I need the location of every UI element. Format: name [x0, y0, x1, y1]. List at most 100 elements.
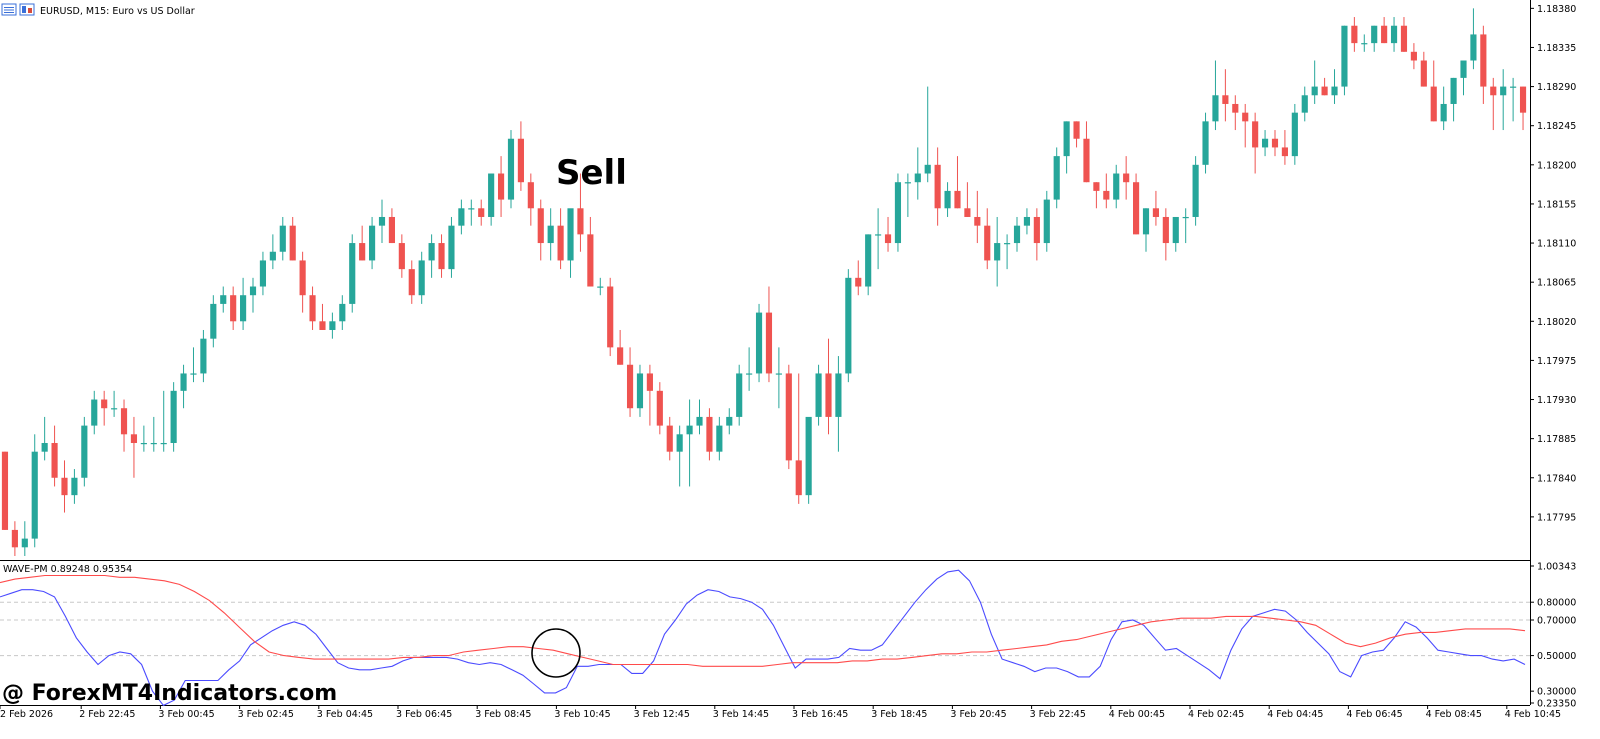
- candle-body: [279, 225, 286, 252]
- candle-body: [1142, 208, 1150, 235]
- candle-body: [140, 442, 147, 445]
- candle: [1420, 51, 1427, 87]
- time-tick-label: 3 Feb 20:45: [950, 709, 1006, 720]
- candle-body: [428, 243, 435, 261]
- time-tick-label: 2 Feb 22:45: [79, 709, 135, 720]
- candle: [567, 208, 574, 278]
- candle: [339, 295, 346, 330]
- candle: [527, 173, 534, 226]
- candle-body: [517, 138, 524, 183]
- candle-body: [190, 373, 197, 375]
- candle: [666, 416, 673, 461]
- candle: [1023, 208, 1031, 235]
- candle: [329, 312, 336, 339]
- candle: [200, 329, 207, 383]
- time-tick-label: 3 Feb 10:45: [554, 709, 610, 720]
- time-tick-label: 3 Feb 08:45: [475, 709, 531, 720]
- candle-body: [835, 373, 842, 417]
- candle: [1261, 130, 1269, 157]
- candle-body: [1420, 60, 1427, 87]
- candle: [369, 216, 376, 270]
- price-axis[interactable]: 1.18380 1.18335 1.18290 1.18245 1.18200 1.181…: [1530, 4, 1576, 524]
- candle-body: [329, 321, 336, 330]
- candle-body: [884, 234, 892, 244]
- candle: [875, 208, 882, 270]
- candle: [1162, 208, 1169, 261]
- candle: [944, 182, 951, 217]
- candle-body: [736, 373, 743, 417]
- candle: [805, 416, 812, 504]
- candle-body: [607, 286, 614, 348]
- candle-body: [309, 295, 316, 322]
- candle-body: [527, 182, 534, 209]
- candle: [845, 269, 852, 383]
- candle: [1133, 173, 1140, 235]
- candle-body: [1341, 25, 1348, 87]
- candle: [815, 364, 822, 426]
- candle: [1252, 112, 1259, 174]
- candle: [974, 190, 981, 244]
- candle: [220, 286, 227, 313]
- candle-body: [617, 347, 624, 365]
- candle-body: [478, 208, 485, 217]
- candle-body: [944, 190, 951, 209]
- price-tick-label: 1.18245: [1537, 121, 1576, 132]
- candle-body: [904, 182, 911, 184]
- candle-body: [1480, 34, 1487, 87]
- indicator-tick-label: 0.50000: [1537, 651, 1576, 662]
- candle-body: [1271, 138, 1279, 148]
- chart-window-icon[interactable]: [19, 3, 35, 16]
- candle: [289, 216, 296, 261]
- candle-body: [289, 225, 296, 261]
- candle: [170, 382, 177, 452]
- candle: [1073, 121, 1080, 148]
- candle-body: [200, 338, 207, 374]
- price-tick-label: 1.18065: [1537, 278, 1576, 289]
- candle: [359, 225, 366, 261]
- candle-body: [1222, 95, 1229, 104]
- candle-body: [924, 164, 931, 174]
- candle-body: [1500, 86, 1507, 96]
- time-tick-label: 3 Feb 04:45: [317, 709, 373, 720]
- main-chart-area[interactable]: [0, 0, 1530, 560]
- candle: [1291, 103, 1298, 165]
- candle-body: [577, 208, 584, 235]
- indicator-tick-label: 0.30000: [1537, 687, 1576, 698]
- candle: [488, 173, 495, 226]
- candle-body: [339, 303, 346, 322]
- candle: [1013, 216, 1021, 252]
- candle: [1232, 95, 1239, 131]
- candle: [11, 521, 18, 556]
- candle: [1123, 156, 1130, 200]
- candle-body: [1430, 86, 1437, 122]
- price-tick-label: 1.18110: [1537, 239, 1576, 250]
- candle-body: [1232, 103, 1239, 113]
- candle-body: [359, 243, 366, 261]
- candle-body: [1371, 25, 1378, 44]
- candle: [111, 390, 118, 417]
- candle: [1271, 130, 1279, 157]
- candle: [1113, 164, 1120, 209]
- candle-body: [696, 416, 703, 426]
- indicator-axis[interactable]: 1.00343 0.80000 0.70000 0.50000 0.300000.233…: [1530, 562, 1576, 710]
- time-axis[interactable]: 2 Feb 2026 2 Feb 22:45 3 Feb 00:45 3 Feb 02…: [0, 705, 1561, 720]
- candle-body: [934, 164, 941, 209]
- candle-body: [1123, 173, 1130, 183]
- candle: [1152, 190, 1159, 226]
- candle: [785, 364, 792, 470]
- candle-body: [795, 460, 802, 496]
- candle-body: [170, 390, 177, 443]
- candle-body: [1311, 86, 1318, 96]
- candle-body: [31, 451, 38, 539]
- candle-body: [61, 477, 68, 496]
- candle: [726, 408, 733, 435]
- price-tick-label: 1.17975: [1537, 356, 1576, 367]
- time-tick-label: 4 Feb 02:45: [1188, 709, 1244, 720]
- time-tick-label: 3 Feb 16:45: [792, 709, 848, 720]
- chart-menu-icon[interactable]: [1, 3, 17, 16]
- candle: [1212, 60, 1219, 131]
- candle-body: [81, 425, 88, 478]
- candle: [765, 286, 773, 383]
- candle: [865, 234, 872, 296]
